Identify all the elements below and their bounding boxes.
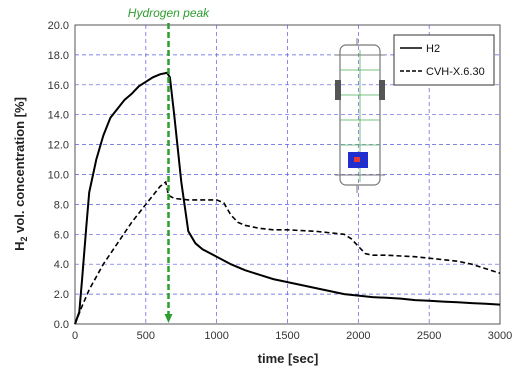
- y-tick-label: 6.0: [54, 229, 69, 241]
- y-tick-label: 10.0: [48, 170, 69, 182]
- y-tick-label: 8.0: [54, 199, 69, 211]
- y-axis-label-rest: vol. concentration [%]: [12, 97, 27, 236]
- x-axis-label: time [sec]: [258, 351, 319, 366]
- hydrogen-peak-arrow: [164, 314, 173, 323]
- y-tick-label: 12.0: [48, 140, 69, 152]
- y-tick-label: 20.0: [48, 20, 69, 32]
- series-line-h2: [74, 71, 501, 325]
- y-axis-ticks: 0.0 2.0 4.0 6.0 8.0 10.0 12.0 14.0 16.0 18.0 20.0: [48, 20, 69, 331]
- y-axis-label-main: H: [12, 242, 27, 251]
- y-tick-label: 14.0: [48, 110, 69, 122]
- x-tick-label: 1500: [275, 330, 299, 342]
- x-axis-ticks: 0 500 1000 1500 2000 2500 3000: [72, 330, 512, 342]
- y-tick-label: 2.0: [54, 289, 69, 301]
- x-tick-label: 0: [72, 330, 78, 342]
- x-tick-label: 2000: [346, 330, 370, 342]
- legend-label-cvh: CVH-X.6.30: [426, 66, 485, 78]
- y-axis-label-subscript: 2: [19, 237, 29, 242]
- series-line-cvh: [74, 180, 501, 325]
- y-tick-label: 0.0: [54, 319, 69, 331]
- x-tick-label: 1000: [204, 330, 228, 342]
- legend: H2 CVH-X.6.30: [393, 34, 495, 86]
- y-tick-label: 18.0: [48, 50, 69, 62]
- hydrogen-peak-label: Hydrogen peak: [128, 6, 210, 20]
- y-axis-label: H2 vol. concentration [%]: [12, 97, 29, 251]
- vessel-schematic: [335, 38, 385, 193]
- legend-label-h2: H2: [426, 43, 440, 55]
- y-tick-label: 16.0: [48, 80, 69, 92]
- x-tick-label: 500: [137, 330, 155, 342]
- x-tick-label: 3000: [488, 330, 512, 342]
- y-tick-label: 4.0: [54, 259, 69, 271]
- x-tick-label: 2500: [417, 330, 441, 342]
